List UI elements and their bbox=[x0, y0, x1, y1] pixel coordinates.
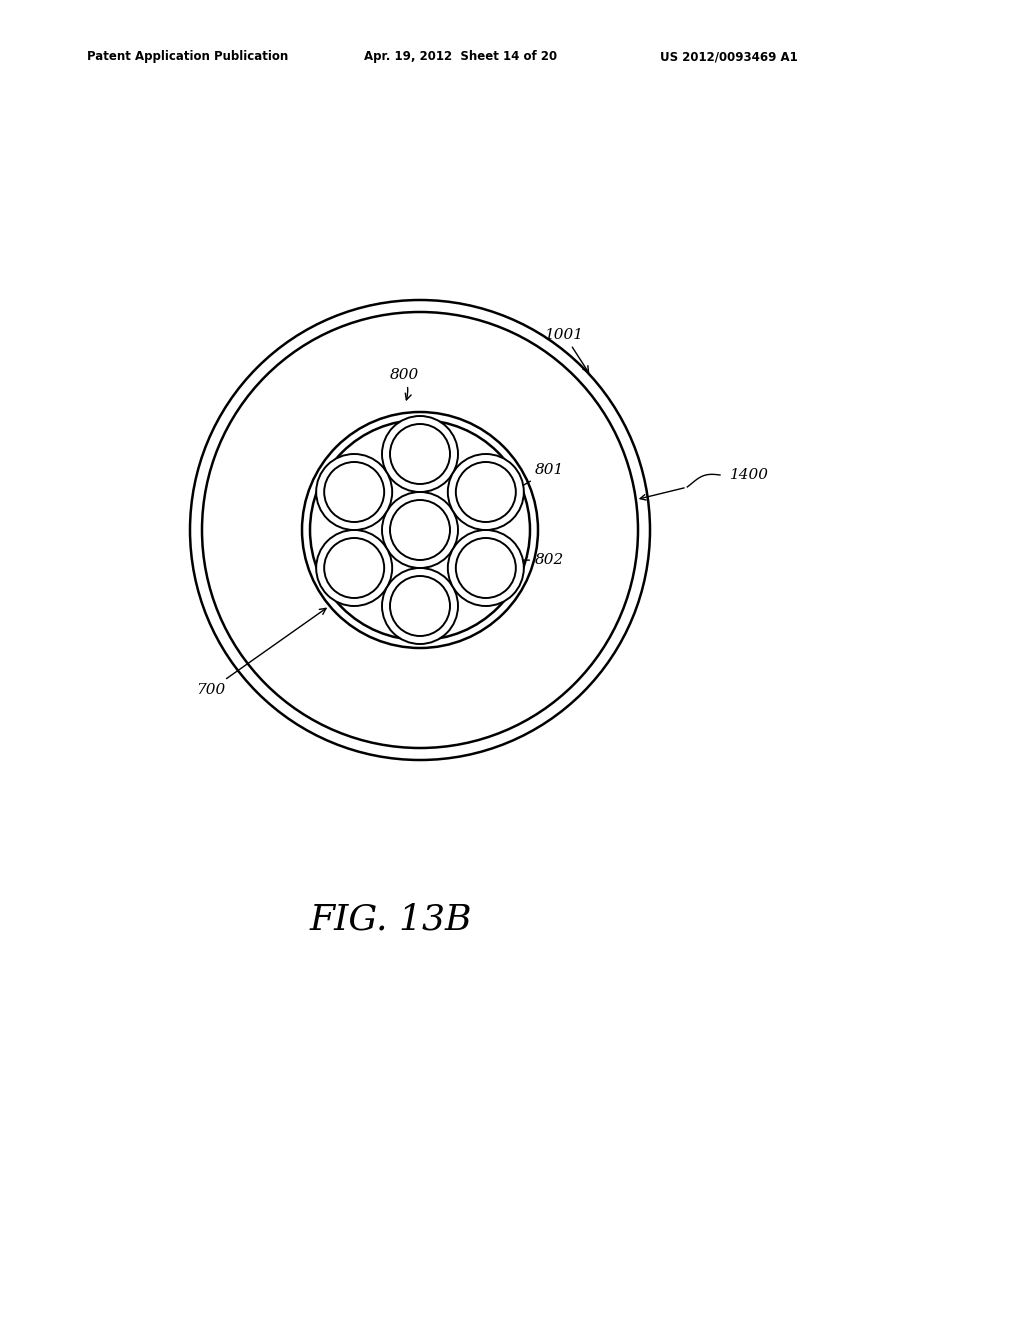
Text: US 2012/0093469 A1: US 2012/0093469 A1 bbox=[660, 50, 799, 63]
Text: 1001: 1001 bbox=[545, 327, 589, 372]
Circle shape bbox=[447, 531, 524, 606]
Circle shape bbox=[316, 454, 392, 531]
Text: 801: 801 bbox=[470, 463, 564, 516]
Circle shape bbox=[302, 412, 538, 648]
Text: 1400: 1400 bbox=[730, 469, 769, 482]
Circle shape bbox=[382, 568, 458, 644]
Text: FIG. 13B: FIG. 13B bbox=[310, 903, 472, 937]
Text: Patent Application Publication: Patent Application Publication bbox=[87, 50, 289, 63]
Circle shape bbox=[382, 492, 458, 568]
Circle shape bbox=[382, 416, 458, 492]
Circle shape bbox=[447, 454, 524, 531]
Text: 700: 700 bbox=[196, 609, 326, 697]
Text: 802: 802 bbox=[485, 553, 564, 568]
Text: 800: 800 bbox=[390, 368, 419, 400]
Circle shape bbox=[316, 531, 392, 606]
Text: Apr. 19, 2012  Sheet 14 of 20: Apr. 19, 2012 Sheet 14 of 20 bbox=[364, 50, 557, 63]
